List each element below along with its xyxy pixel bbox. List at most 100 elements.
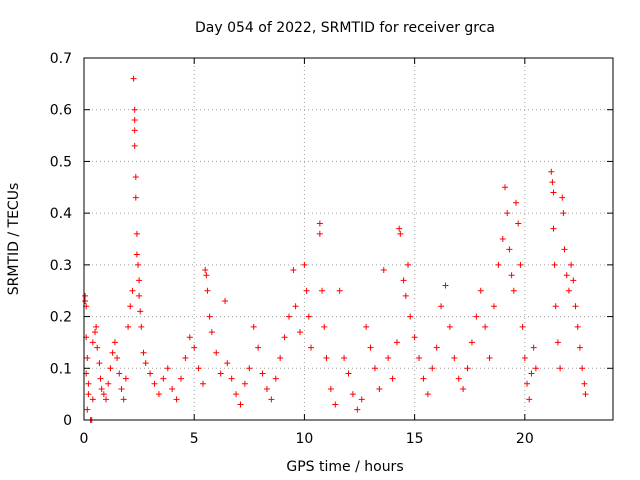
data-point	[517, 261, 524, 268]
data-point	[131, 127, 138, 134]
data-point	[132, 173, 139, 180]
data-point	[433, 344, 440, 351]
data-point	[122, 375, 129, 382]
data-point	[255, 344, 262, 351]
data-point	[551, 261, 558, 268]
chart-title: Day 054 of 2022, SRMTID for receiver grc…	[195, 20, 495, 36]
data-point	[389, 375, 396, 382]
data-point	[510, 287, 517, 294]
x-tick-label: 5	[190, 431, 199, 447]
data-point	[508, 272, 515, 279]
data-point	[579, 365, 586, 372]
x-axis-label: GPS time / hours	[286, 459, 403, 475]
data-point	[332, 401, 339, 408]
data-point	[446, 323, 453, 330]
data-point	[495, 261, 502, 268]
data-point	[429, 365, 436, 372]
data-point	[85, 391, 92, 398]
data-point	[402, 292, 409, 299]
data-point	[147, 370, 154, 377]
y-axis-label: SRMTID / TECUs	[6, 183, 22, 296]
data-point	[136, 277, 143, 284]
data-point	[464, 365, 471, 372]
data-point	[367, 344, 374, 351]
data-point	[129, 287, 136, 294]
data-point	[169, 385, 176, 392]
data-point	[548, 168, 555, 175]
y-tick-label: 0.2	[50, 310, 72, 326]
data-point	[94, 344, 101, 351]
data-point	[400, 277, 407, 284]
data-point	[109, 349, 116, 356]
data-point	[204, 287, 211, 294]
data-point	[100, 391, 107, 398]
data-point	[581, 380, 588, 387]
data-point	[133, 251, 140, 258]
data-point	[82, 298, 89, 305]
data-point	[460, 385, 467, 392]
y-tick-label: 0.4	[50, 206, 72, 222]
data-point	[519, 323, 526, 330]
data-point	[482, 323, 489, 330]
data-point	[438, 303, 445, 310]
data-point	[316, 230, 323, 237]
data-point	[137, 308, 144, 315]
data-point	[82, 292, 89, 299]
y-tick-label: 0.5	[50, 154, 72, 170]
data-point	[321, 323, 328, 330]
data-point	[345, 370, 352, 377]
data-point	[195, 365, 202, 372]
data-point	[259, 370, 266, 377]
data-point	[424, 391, 431, 398]
data-point	[570, 277, 577, 284]
data-point	[173, 396, 180, 403]
data-point	[442, 282, 449, 289]
y-tick-label: 0.6	[50, 103, 72, 119]
data-point	[241, 380, 248, 387]
data-point	[217, 370, 224, 377]
data-point	[136, 292, 143, 299]
data-point	[191, 344, 198, 351]
data-point	[228, 375, 235, 382]
y-tick-label: 0.1	[50, 361, 72, 377]
data-point	[97, 375, 104, 382]
data-point	[301, 261, 308, 268]
grid	[84, 58, 613, 420]
data-point	[281, 334, 288, 341]
data-point	[557, 365, 564, 372]
data-point	[363, 323, 370, 330]
data-point	[186, 334, 193, 341]
data-point	[477, 287, 484, 294]
data-point	[208, 329, 215, 336]
data-point	[246, 365, 253, 372]
data-point	[200, 380, 207, 387]
data-point	[135, 261, 142, 268]
data-point	[407, 313, 414, 320]
data-point	[202, 267, 209, 274]
data-point	[203, 272, 210, 279]
data-point	[455, 375, 462, 382]
data-point	[98, 385, 105, 392]
x-tick-label: 0	[80, 431, 89, 447]
data-point	[131, 117, 138, 124]
data-point	[133, 230, 140, 237]
data-point	[84, 354, 91, 361]
data-point	[85, 380, 92, 387]
data-point	[292, 303, 299, 310]
data-point	[140, 349, 147, 356]
data-point	[524, 380, 531, 387]
data-point	[120, 396, 127, 403]
data-point	[111, 339, 118, 346]
data-point	[316, 220, 323, 227]
data-point	[468, 339, 475, 346]
data-point	[385, 354, 392, 361]
data-point	[93, 323, 100, 330]
x-tick-label: 15	[406, 431, 424, 447]
data-point	[105, 380, 112, 387]
data-point	[84, 406, 91, 413]
data-point	[568, 261, 575, 268]
data-point	[272, 375, 279, 382]
data-point	[160, 375, 167, 382]
data-point	[532, 365, 539, 372]
